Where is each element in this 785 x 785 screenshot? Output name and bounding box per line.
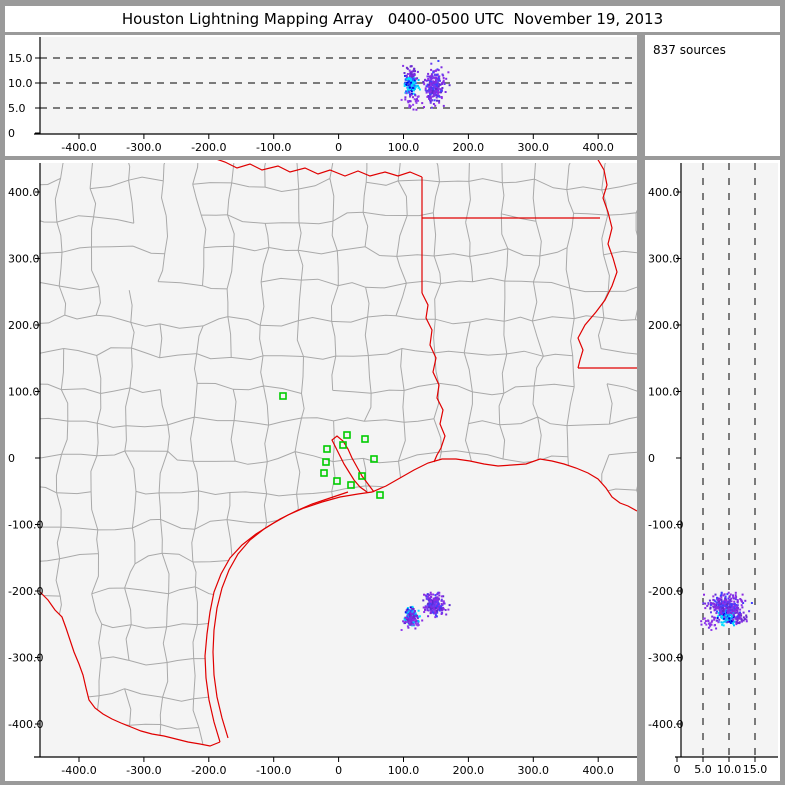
tick-label: -300.0 bbox=[126, 141, 161, 154]
tick-label: 0 bbox=[8, 452, 15, 465]
plan-view-panel[interactable]: -400.0 -300.0 -200.0 -100.0 0 100.0 200.0 300.0… bbox=[5, 160, 637, 781]
tick-label: 300.0 bbox=[648, 253, 680, 266]
tick-label: 0 bbox=[335, 764, 342, 777]
ns-altitude-plot-area[interactable] bbox=[681, 163, 778, 757]
tick-label: 200.0 bbox=[8, 319, 40, 332]
tick-label: 0 bbox=[335, 141, 342, 154]
station-marker bbox=[343, 431, 351, 439]
tick-label: 10.0 bbox=[717, 763, 742, 776]
ns-altitude-panel[interactable]: 0 5.0 10.0 15.0 400.0 300.0 200.0 100.0 0 -100.0 -… bbox=[645, 160, 780, 781]
ew-altitude-panel[interactable]: -400.0 -300.0 -200.0 -100.0 0 100.0 200.0 300.0… bbox=[5, 35, 637, 156]
tick-label: -300.0 bbox=[126, 764, 161, 777]
ns-altitude-sources bbox=[700, 591, 753, 631]
red-river-tx-ok bbox=[217, 160, 423, 178]
station-marker bbox=[370, 455, 378, 463]
state-borders-and-coastline bbox=[39, 160, 637, 747]
tick-label: 300.0 bbox=[518, 764, 550, 777]
tick-label: -100.0 bbox=[648, 519, 683, 532]
tick-label: 400.0 bbox=[582, 764, 614, 777]
tick-label: -400.0 bbox=[8, 718, 43, 731]
tick-label: -100.0 bbox=[8, 519, 43, 532]
tick-label: -200.0 bbox=[648, 585, 683, 598]
tick-label: 400.0 bbox=[582, 141, 614, 154]
tick-label: 0 bbox=[648, 452, 655, 465]
tick-label: 400.0 bbox=[648, 186, 680, 199]
tick-label: 200.0 bbox=[453, 764, 485, 777]
sources-count-box: 837 sources bbox=[645, 35, 780, 156]
barrier-island bbox=[212, 491, 349, 739]
page-title: Houston Lightning Mapping Array 0400-050… bbox=[121, 10, 664, 28]
station-marker bbox=[361, 435, 369, 443]
tick-label: 0 bbox=[8, 127, 15, 140]
tick-label: -400.0 bbox=[61, 764, 96, 777]
sabine-tx-la bbox=[421, 292, 446, 463]
tick-label: -300.0 bbox=[648, 652, 683, 665]
sources-count-label: 837 sources bbox=[653, 43, 726, 57]
tick-label: 300.0 bbox=[8, 253, 40, 266]
tick-label: 100.0 bbox=[8, 386, 40, 399]
title-bar: Houston Lightning Mapping Array 0400-050… bbox=[5, 6, 780, 32]
tick-label: -100.0 bbox=[256, 141, 291, 154]
station-marker bbox=[322, 458, 330, 466]
station-marker bbox=[279, 392, 287, 400]
tick-label: -200.0 bbox=[191, 141, 226, 154]
tick-label: 200.0 bbox=[648, 319, 680, 332]
tick-label: 15.0 bbox=[8, 52, 33, 65]
tick-label: -200.0 bbox=[8, 585, 43, 598]
station-marker bbox=[320, 469, 328, 477]
station-marker bbox=[323, 445, 331, 453]
station-marker bbox=[333, 477, 341, 485]
tick-label: 0 bbox=[674, 763, 681, 776]
ew-altitude-sources bbox=[400, 60, 451, 111]
tick-label: 5.0 bbox=[8, 102, 26, 115]
galveston-bay bbox=[331, 435, 375, 493]
tick-label: -400.0 bbox=[61, 141, 96, 154]
tick-label: 100.0 bbox=[648, 386, 680, 399]
ns-altitude-plot[interactable]: 0 5.0 10.0 15.0 400.0 300.0 200.0 100.0 0 -100.0 -… bbox=[645, 160, 780, 781]
tick-label: -100.0 bbox=[256, 764, 291, 777]
station-marker bbox=[347, 481, 355, 489]
tick-label: 300.0 bbox=[518, 141, 550, 154]
tick-label: -200.0 bbox=[191, 764, 226, 777]
tick-label: 100.0 bbox=[388, 764, 420, 777]
tick-label: 15.0 bbox=[743, 763, 768, 776]
tick-label: 5.0 bbox=[694, 763, 712, 776]
station-marker bbox=[376, 491, 384, 499]
tick-label: 200.0 bbox=[453, 141, 485, 154]
ew-altitude-plot[interactable]: -400.0 -300.0 -200.0 -100.0 0 100.0 200.0 300.0… bbox=[5, 35, 637, 156]
tick-label: -400.0 bbox=[648, 718, 683, 731]
station-marker bbox=[358, 472, 366, 480]
mississippi-river bbox=[577, 160, 618, 369]
station-marker bbox=[339, 441, 347, 449]
plan-view-sources bbox=[400, 591, 451, 631]
tick-label: 10.0 bbox=[8, 77, 33, 90]
tick-label: -300.0 bbox=[8, 652, 43, 665]
plan-view-plot[interactable]: -400.0 -300.0 -200.0 -100.0 0 100.0 200.0 300.0… bbox=[5, 160, 637, 781]
rio-grande bbox=[39, 591, 221, 747]
gulf-coastline bbox=[204, 458, 637, 743]
ew-altitude-plot-area[interactable] bbox=[40, 37, 637, 134]
tick-label: 400.0 bbox=[8, 186, 40, 199]
tick-label: 100.0 bbox=[388, 141, 420, 154]
lma-stations bbox=[279, 392, 384, 499]
